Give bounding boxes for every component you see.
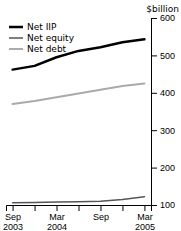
- y-tick: 500: [151, 51, 175, 61]
- series-line: [13, 83, 145, 104]
- x-tick-mark: [35, 205, 36, 211]
- legend-item: Net debt: [9, 44, 67, 54]
- y-tick: 600: [151, 13, 175, 23]
- y-axis-title: $billion: [146, 4, 179, 14]
- lines: [13, 39, 145, 202]
- y-tick-mark: [151, 168, 157, 169]
- y-tick-mark: [151, 130, 157, 131]
- legend: Net IIPNet equityNet debt: [9, 22, 75, 54]
- y-tick-label: 500: [160, 51, 175, 61]
- x-tick: [122, 205, 123, 211]
- y-tick-mark: [151, 55, 157, 56]
- y-axis-line: [152, 19, 158, 206]
- x-tick-mark: [144, 205, 145, 211]
- x-tick-label: Mar2004: [47, 212, 67, 231]
- x-axis: Sep2003 Mar2004 Sep Mar2005: [3, 205, 155, 231]
- x-axis-line: [7, 206, 152, 212]
- y-tick-mark: [151, 18, 157, 19]
- legend-swatch: [9, 48, 23, 50]
- legend-swatch: [9, 37, 23, 39]
- y-tick: 200: [151, 163, 175, 173]
- series-line: [13, 39, 145, 69]
- y-tick-label: 600: [160, 13, 175, 23]
- x-tick: [79, 205, 80, 211]
- legend-item: Net IIP: [9, 22, 57, 32]
- plot: 100 200 300 400 500 600 Sep2003 Mar2004 Sep Mar20…: [3, 13, 175, 231]
- x-tick: Mar2004: [47, 205, 67, 231]
- x-tick-label: Sep: [93, 212, 109, 222]
- x-tick-mark: [13, 205, 14, 211]
- legend-item: Net equity: [9, 33, 75, 43]
- series-line: [13, 197, 145, 203]
- legend-label: Net IIP: [27, 22, 57, 32]
- x-tick-label: Sep2003: [3, 212, 23, 231]
- y-tick-label: 400: [160, 88, 175, 98]
- y-tick-label: 300: [160, 126, 175, 136]
- x-tick-mark: [122, 205, 123, 211]
- x-tick: Mar2005: [135, 205, 155, 231]
- legend-label: Net equity: [27, 33, 75, 43]
- y-axis: 100 200 300 400 500 600: [151, 13, 175, 210]
- chart: 100 200 300 400 500 600 Sep2003 Mar2004 Sep Mar20…: [0, 0, 181, 231]
- x-tick-mark: [57, 205, 58, 211]
- x-tick-mark: [100, 205, 101, 211]
- y-tick: 100: [151, 200, 175, 210]
- x-tick-label: Mar2005: [135, 212, 155, 231]
- y-tick-label: 200: [160, 163, 175, 173]
- y-tick-mark: [151, 93, 157, 94]
- y-tick: 300: [151, 126, 175, 136]
- legend-swatch: [9, 26, 23, 29]
- y-tick: 400: [151, 88, 175, 98]
- legend-label: Net debt: [27, 44, 67, 54]
- x-tick: Sep2003: [3, 205, 23, 231]
- y-tick-label: 100: [160, 200, 175, 210]
- x-tick-mark: [79, 205, 80, 211]
- x-tick: [35, 205, 36, 211]
- x-tick: Sep: [93, 205, 109, 222]
